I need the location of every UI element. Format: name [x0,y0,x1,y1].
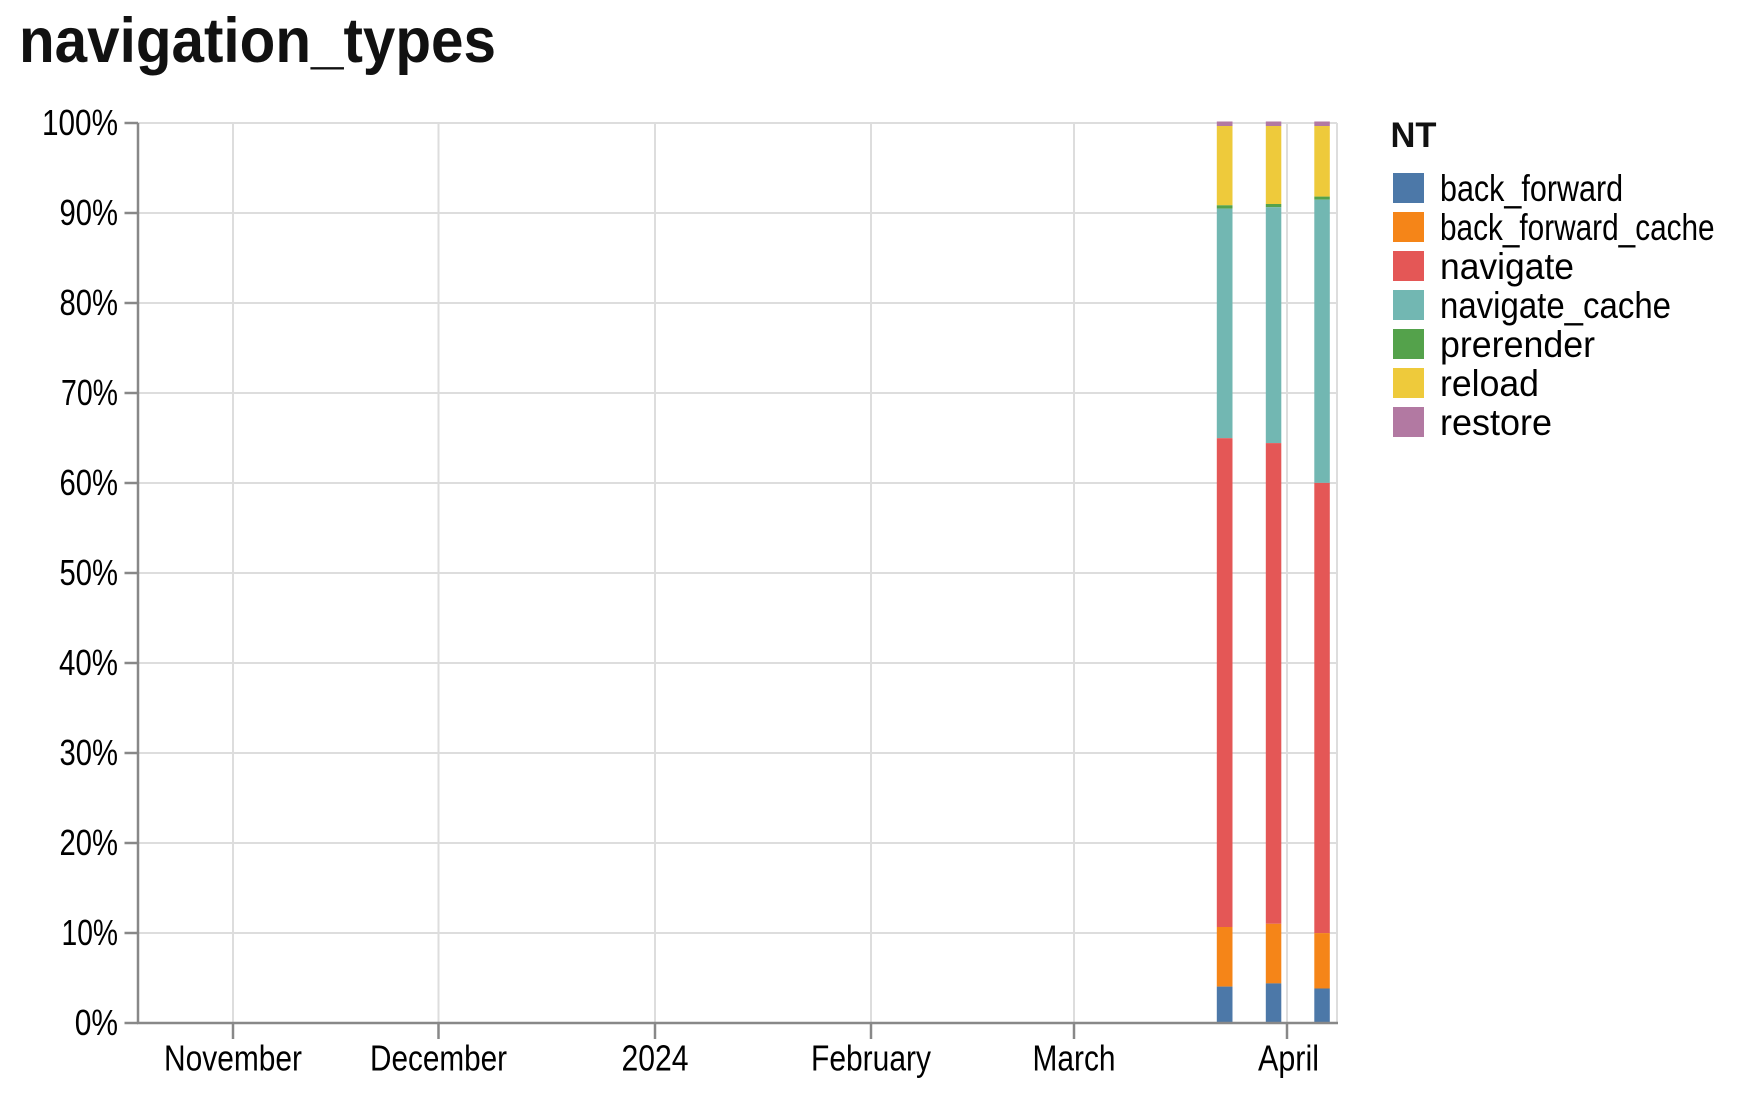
svg-text:reload: reload [1440,363,1539,404]
svg-text:10%: 10% [62,912,119,953]
svg-text:navigate: navigate [1440,246,1574,287]
svg-text:back_forward_cache: back_forward_cache [1440,207,1715,248]
svg-text:60%: 60% [60,462,119,503]
svg-text:restore: restore [1440,402,1552,443]
svg-text:70%: 70% [61,372,118,413]
svg-text:December: December [370,1038,507,1079]
svg-text:80%: 80% [60,282,119,323]
svg-text:2024: 2024 [622,1038,689,1079]
svg-text:February: February [811,1038,931,1079]
svg-text:back_forward: back_forward [1440,168,1623,209]
svg-text:100%: 100% [42,102,118,143]
svg-text:April: April [1258,1038,1319,1079]
svg-text:navigate_cache: navigate_cache [1440,285,1671,326]
svg-text:prerender: prerender [1440,324,1595,365]
svg-text:30%: 30% [60,732,119,773]
svg-text:0%: 0% [75,1002,118,1043]
svg-text:20%: 20% [60,822,119,863]
svg-text:90%: 90% [60,192,119,233]
svg-text:NT: NT [1391,116,1437,155]
svg-text:November: November [164,1038,302,1079]
svg-text:March: March [1033,1038,1116,1079]
svg-text:navigation_types: navigation_types [19,6,496,76]
svg-text:40%: 40% [59,642,118,683]
svg-text:50%: 50% [60,552,119,593]
